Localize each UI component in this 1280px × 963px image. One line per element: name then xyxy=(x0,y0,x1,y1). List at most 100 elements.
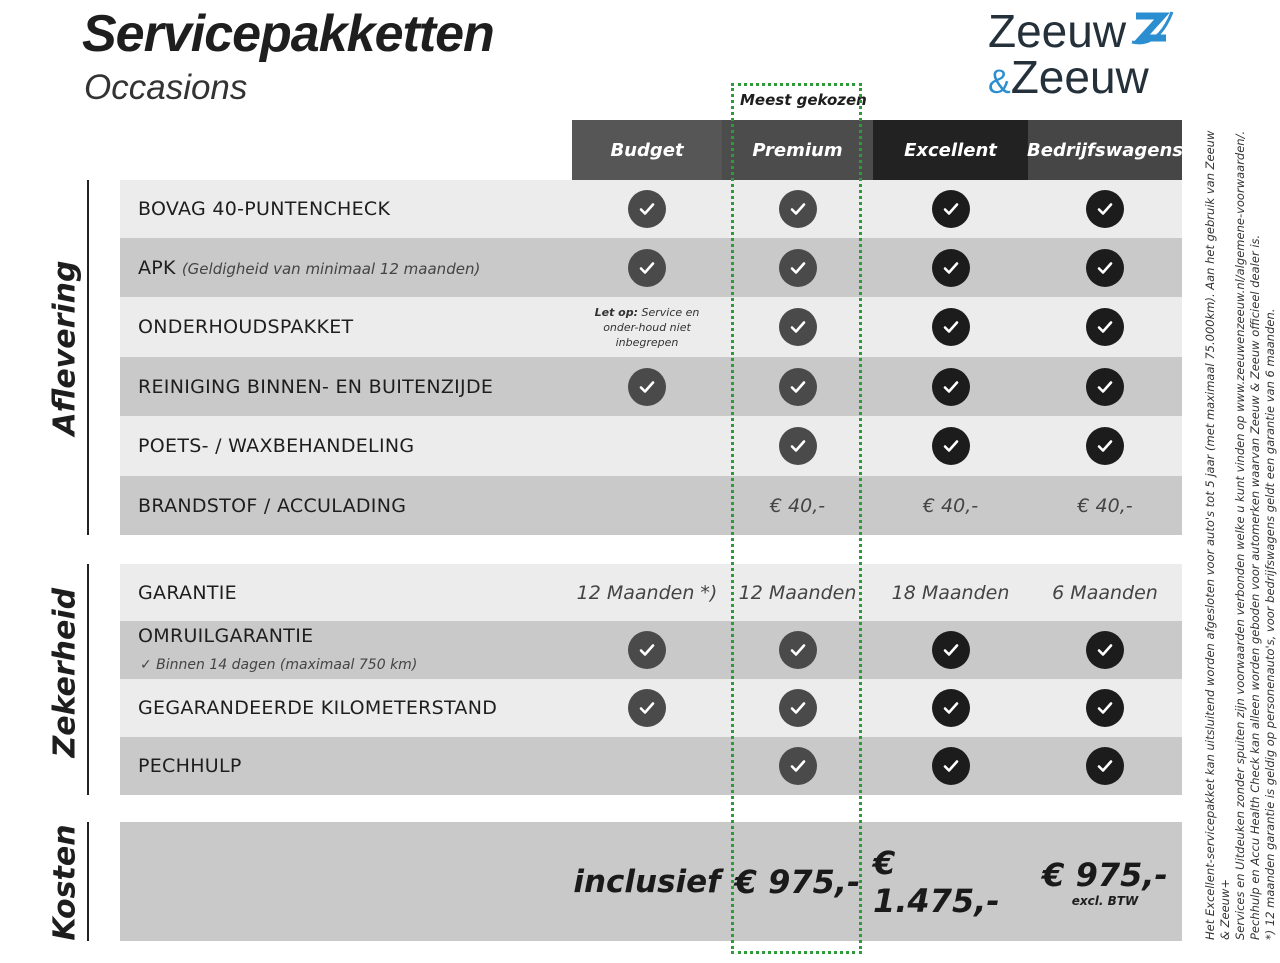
budget-note: Let op: Service en onder-houd niet inbeg… xyxy=(582,305,712,350)
check-icon xyxy=(778,308,817,346)
table-row: BRANDSTOF / ACCULADING € 40,- € 40,- € 40,- xyxy=(120,476,1182,535)
cell-premium xyxy=(722,416,873,476)
check-icon xyxy=(1086,308,1124,346)
cost-excellent: € 1.475,- xyxy=(873,843,1000,920)
cell-excellent xyxy=(873,180,1028,238)
cell-bedrijfswagens xyxy=(1028,238,1182,297)
cell-value: 6 Maanden xyxy=(1052,581,1158,604)
check-icon xyxy=(931,747,970,785)
costs-row: inclusief € 975,- € 1.475,- € 975,- excl.… xyxy=(120,822,1182,941)
cell-premium xyxy=(722,180,873,238)
row-label-text: APK xyxy=(138,256,176,279)
check-icon xyxy=(931,308,970,346)
cell-excellent xyxy=(873,357,1028,416)
cell-bedrijfswagens: 6 Maanden xyxy=(1028,564,1182,621)
check-icon xyxy=(931,689,970,727)
check-icon xyxy=(628,631,666,669)
check-icon xyxy=(628,689,666,727)
check-icon xyxy=(628,248,666,287)
row-label: GARANTIE xyxy=(138,582,237,604)
cell-premium xyxy=(722,679,873,737)
column-header-bedrijfswagens: Bedrijfswagens xyxy=(1027,120,1183,180)
check-icon xyxy=(931,248,970,287)
check-icon xyxy=(931,427,970,465)
cell-excellent xyxy=(873,297,1028,357)
section-divider xyxy=(87,180,89,535)
column-header-premium: Premium xyxy=(722,120,873,180)
cell-premium: € 40,- xyxy=(722,476,873,535)
cell-premium xyxy=(722,297,873,357)
column-header-budget: Budget xyxy=(572,120,722,180)
cell-value: € 40,- xyxy=(769,494,826,517)
table-row: BOVAG 40-PUNTENCHECK xyxy=(120,180,1182,238)
check-icon xyxy=(778,427,817,465)
check-icon xyxy=(1086,689,1124,727)
cell-bedrijfswagens xyxy=(1028,180,1182,238)
row-label-text: REINIGING BINNEN- EN BUITENZIJDE xyxy=(138,375,494,398)
footnote: Het Excellent-servicepakket kan uitsluit… xyxy=(1203,130,1232,940)
row-label-text: PECHHULP xyxy=(138,755,242,777)
check-icon xyxy=(1086,367,1124,406)
excl-btw-note: excl. BTW xyxy=(1071,893,1139,908)
check-icon xyxy=(931,367,970,406)
cell-excellent xyxy=(873,238,1028,297)
cell-budget xyxy=(572,476,722,535)
check-icon xyxy=(778,190,817,228)
cell-budget xyxy=(572,180,722,238)
row-label: BRANDSTOF / ACCULADING xyxy=(138,495,406,517)
section-divider xyxy=(87,564,89,795)
page-subtitle: Occasions xyxy=(84,68,248,107)
check-icon xyxy=(628,367,666,406)
check-icon xyxy=(931,631,970,669)
cost-bedrijfswagens: € 975,- xyxy=(1042,855,1168,894)
row-label: APK (Geldigheid van minimaal 12 maanden) xyxy=(138,257,480,279)
section-aflevering: Aflevering xyxy=(47,260,83,436)
table-row: OMRUILGARANTIE ✓ Binnen 14 dagen (maximaa… xyxy=(120,621,1182,679)
row-label: GEGARANDEERDE KILOMETERSTAND xyxy=(138,697,497,719)
row-label: BOVAG 40-PUNTENCHECK xyxy=(138,198,390,220)
row-sublabel: (Geldigheid van minimaal 12 maanden) xyxy=(181,259,481,278)
check-icon xyxy=(628,190,666,228)
cell-value: 18 Maanden xyxy=(891,581,1010,604)
footnotes: Het Excellent-servicepakket kan uitsluit… xyxy=(1203,120,1278,940)
cell-premium xyxy=(722,238,873,297)
cell-excellent: € 40,- xyxy=(873,476,1028,535)
cell-excellent xyxy=(873,737,1028,795)
row-label: OMRUILGARANTIE xyxy=(138,625,314,647)
cell-premium: 12 Maanden xyxy=(722,564,873,621)
table-row: POETS- / WAXBEHANDELING xyxy=(120,416,1182,476)
column-header-excellent: Excellent xyxy=(873,120,1028,180)
check-icon xyxy=(778,747,817,785)
check-icon xyxy=(1086,248,1124,287)
cell-premium xyxy=(722,737,873,795)
row-label-text: ONDERHOUDSPAKKET xyxy=(138,316,354,338)
cell-bedrijfswagens xyxy=(1028,621,1182,679)
cell-bedrijfswagens: € 40,- xyxy=(1028,476,1182,535)
check-icon xyxy=(1086,747,1124,785)
note-text: Service en onder-houd niet inbegrepen xyxy=(603,305,700,349)
section-kosten: Kosten xyxy=(47,824,83,941)
cell-bedrijfswagens xyxy=(1028,416,1182,476)
most-chosen-label: Meest gekozen xyxy=(740,91,867,109)
check-icon xyxy=(931,190,970,228)
row-label-text: BOVAG 40-PUNTENCHECK xyxy=(138,198,391,220)
check-icon xyxy=(778,248,817,287)
cost-budget: inclusief xyxy=(573,863,721,900)
check-icon xyxy=(1086,190,1124,228)
table-row: PECHHULP xyxy=(120,737,1182,795)
table-row: APK (Geldigheid van minimaal 12 maanden) xyxy=(120,238,1182,297)
check-icon xyxy=(1086,427,1124,465)
note-bold: Let op: xyxy=(594,305,638,319)
check-icon xyxy=(778,367,817,406)
cell-premium xyxy=(722,621,873,679)
cell-value: € 40,- xyxy=(922,494,979,517)
cell-excellent xyxy=(873,416,1028,476)
table-row: ONDERHOUDSPAKKET Let op: Service en onder… xyxy=(120,297,1182,357)
table-row: REINIGING BINNEN- EN BUITENZIJDE xyxy=(120,357,1182,416)
cell-excellent xyxy=(873,621,1028,679)
cell-budget xyxy=(572,357,722,416)
row-label-text: POETS- / WAXBEHANDELING xyxy=(138,435,415,457)
cell-budget xyxy=(572,679,722,737)
cell-budget xyxy=(572,621,722,679)
cell-bedrijfswagens xyxy=(1028,297,1182,357)
